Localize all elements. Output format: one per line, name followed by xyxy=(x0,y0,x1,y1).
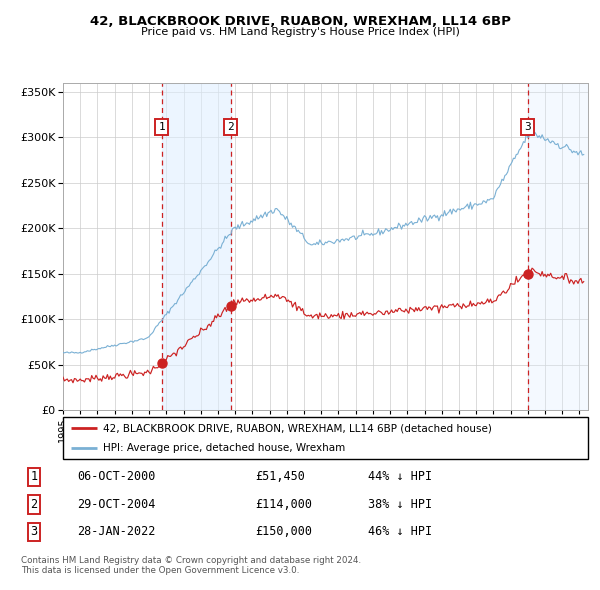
Text: 42, BLACKBROOK DRIVE, RUABON, WREXHAM, LL14 6BP: 42, BLACKBROOK DRIVE, RUABON, WREXHAM, L… xyxy=(89,15,511,28)
Text: 29-OCT-2004: 29-OCT-2004 xyxy=(77,498,155,511)
Text: 44% ↓ HPI: 44% ↓ HPI xyxy=(368,470,432,483)
Text: 38% ↓ HPI: 38% ↓ HPI xyxy=(368,498,432,511)
Bar xyxy=(162,83,231,410)
Text: £51,450: £51,450 xyxy=(255,470,305,483)
Text: Price paid vs. HM Land Registry's House Price Index (HPI): Price paid vs. HM Land Registry's House … xyxy=(140,27,460,37)
Bar xyxy=(528,83,588,410)
Text: £150,000: £150,000 xyxy=(255,526,312,539)
Text: 3: 3 xyxy=(30,526,37,539)
Text: Contains HM Land Registry data © Crown copyright and database right 2024.: Contains HM Land Registry data © Crown c… xyxy=(21,556,361,565)
Text: 1: 1 xyxy=(30,470,37,483)
Text: 42, BLACKBROOK DRIVE, RUABON, WREXHAM, LL14 6BP (detached house): 42, BLACKBROOK DRIVE, RUABON, WREXHAM, L… xyxy=(103,423,493,433)
Text: 06-OCT-2000: 06-OCT-2000 xyxy=(77,470,155,483)
FancyBboxPatch shape xyxy=(63,417,588,459)
Text: 2: 2 xyxy=(227,122,234,132)
Text: 46% ↓ HPI: 46% ↓ HPI xyxy=(368,526,432,539)
Text: This data is licensed under the Open Government Licence v3.0.: This data is licensed under the Open Gov… xyxy=(21,566,299,575)
Text: HPI: Average price, detached house, Wrexham: HPI: Average price, detached house, Wrex… xyxy=(103,442,346,453)
Text: 1: 1 xyxy=(158,122,166,132)
Text: 3: 3 xyxy=(524,122,531,132)
Text: £114,000: £114,000 xyxy=(255,498,312,511)
Text: 2: 2 xyxy=(30,498,37,511)
Text: 28-JAN-2022: 28-JAN-2022 xyxy=(77,526,155,539)
